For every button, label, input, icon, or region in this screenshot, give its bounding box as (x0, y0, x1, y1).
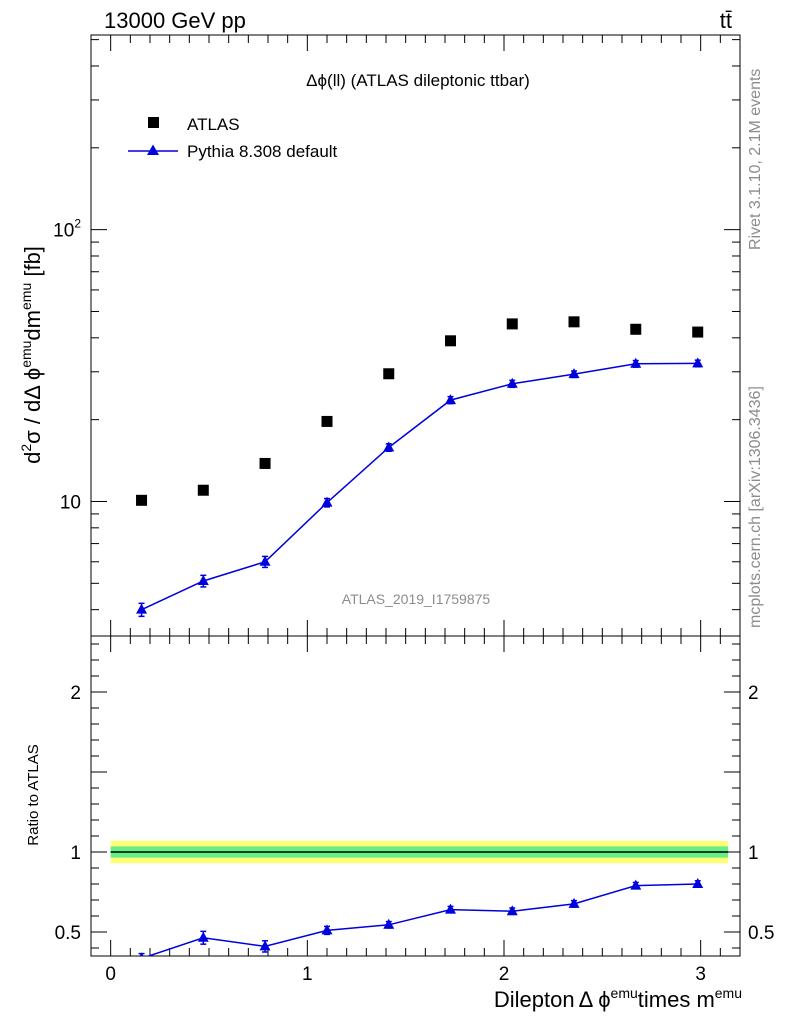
atlas-data-point (568, 316, 580, 328)
atlas-data-point (136, 494, 148, 506)
ratio-pythia-point (630, 879, 642, 890)
ratio-y-tick-label: 1 (70, 843, 81, 864)
ratio-pythia-point (139, 952, 144, 956)
ratio-pythia-point (445, 903, 457, 914)
pythia-point (259, 555, 271, 566)
x-tick-label: 3 (695, 964, 706, 985)
ratio-pythia-point (692, 878, 704, 888)
plot-title: Δϕ(ll) (ATLAS dileptonic ttbar) (306, 71, 530, 90)
ratio-frame (90, 635, 741, 957)
ratio-y-tick-label: 2 (70, 683, 81, 704)
ratio-pythia-point (568, 897, 580, 908)
ratio-pythia-line (146, 883, 698, 956)
ratio-y-tick-label-right: 2 (748, 683, 759, 704)
atlas-data-point (445, 335, 457, 347)
x-tick-label: 0 (105, 964, 116, 985)
ratio-y-tick-label-right: 0.5 (748, 923, 774, 944)
legend-marker-pythia (147, 144, 159, 155)
legend: ATLAS Pythia 8.308 default (128, 115, 338, 161)
ratio-y-axis-label: Ratio to ATLAS (25, 744, 42, 845)
x-axis-label: Dilepton Δ ϕemutimes memu (494, 985, 742, 1012)
pythia-point (445, 394, 457, 405)
ratio-pythia-point (197, 931, 209, 942)
ratio-pythia-point (506, 905, 518, 916)
x-tick-label: 2 (499, 964, 510, 985)
main-panel: 10 102 (53, 34, 741, 637)
ratio-y-tick-label-right: 1 (748, 843, 759, 864)
pythia-point (321, 496, 333, 507)
pythia-point (630, 357, 642, 368)
atlas-data-point (197, 484, 209, 496)
pythia-point (136, 603, 148, 614)
ratio-y-tick-label: 0.5 (55, 923, 81, 944)
atlas-data-point (630, 323, 642, 335)
atlas-data-point (259, 457, 271, 469)
ratio-series-group (138, 878, 704, 956)
pythia-point (568, 368, 580, 379)
process-label: tt̄ (720, 8, 732, 33)
pythia-series-line (141, 362, 698, 611)
pythia-point (197, 574, 209, 585)
ratio-pythia-point (383, 918, 395, 929)
pythia-point (383, 441, 395, 452)
main-y-tick-label: 102 (53, 217, 81, 242)
rivet-version-label: Rivet 3.1.10, 2.1M events (747, 69, 764, 250)
atlas-data-point (321, 415, 333, 427)
legend-marker-atlas (148, 117, 159, 128)
collision-label: 13000 GeV pp (104, 8, 246, 33)
legend-label-atlas: ATLAS (187, 115, 240, 134)
pythia-point (506, 377, 518, 388)
source-label: mcplots.cern.ch [arXiv:1306.3436] (747, 386, 764, 628)
analysis-watermark: ATLAS_2019_I1759875 (342, 591, 491, 607)
pythia-point (692, 357, 704, 368)
atlas-data-point (383, 368, 395, 380)
main-y-axis-label: d2σ / dΔ ϕemudmemu [fb] (18, 246, 45, 464)
ratio-pythia-point (321, 924, 333, 935)
ratio-panel: 0.5 0.5 1 1 2 2 0 1 2 3 (55, 635, 774, 985)
main-y-tick-label: 10 (60, 492, 81, 513)
atlas-data-point (692, 326, 704, 338)
ratio-pythia-point (259, 940, 271, 951)
x-tick-label: 1 (302, 964, 313, 985)
legend-label-pythia: Pythia 8.308 default (187, 142, 338, 161)
atlas-data-point (506, 318, 518, 330)
